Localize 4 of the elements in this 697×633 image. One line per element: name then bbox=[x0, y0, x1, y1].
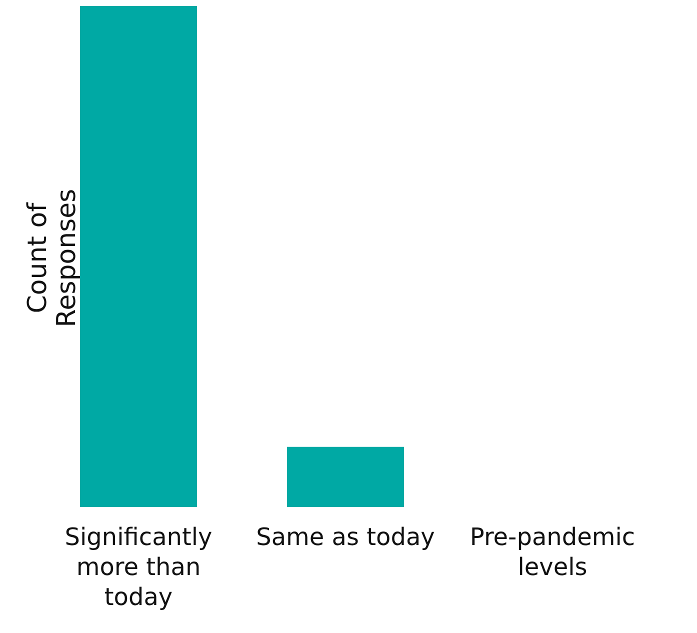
y-axis-title: Count of Responses bbox=[23, 188, 82, 328]
x-tick-label: Pre-pandemic levels bbox=[470, 523, 636, 581]
x-tick-label: Same as today bbox=[256, 523, 435, 551]
x-tick-label: Significantly more than today bbox=[64, 523, 212, 611]
